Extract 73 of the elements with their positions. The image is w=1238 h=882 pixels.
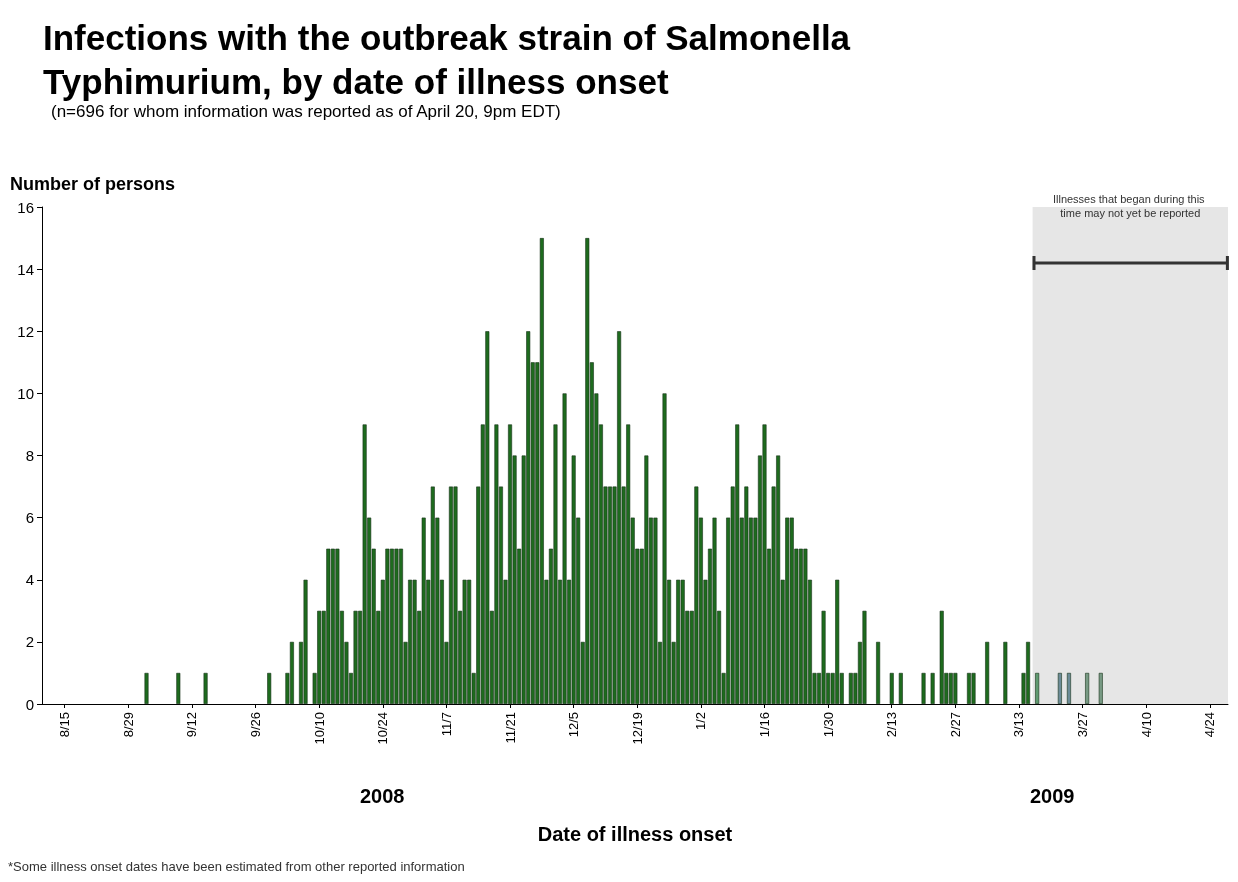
x-axis-title: Date of illness onset (537, 823, 733, 845)
x-tick-label: 3/13 (1011, 712, 1027, 738)
bar (267, 672, 272, 704)
bar (289, 641, 294, 704)
bar (921, 672, 926, 704)
y-tick-label: 6 (25, 509, 34, 527)
bar (712, 517, 717, 704)
chart-subtitle: (n=696 for whom information was reported as of April 20, 9pm EDT) (51, 102, 561, 121)
bar (662, 393, 667, 704)
y-tick-label: 16 (17, 198, 34, 216)
bar (985, 641, 990, 704)
x-tick-label: 12/19 (629, 712, 645, 745)
bar (144, 672, 149, 704)
text: 2009 (1030, 785, 1075, 807)
x-tick-label: 11/21 (502, 712, 518, 744)
x-tick-label: 1/16 (757, 712, 773, 738)
x-tick-label: 3/27 (1075, 712, 1091, 738)
bar (1035, 672, 1040, 704)
bar (421, 517, 426, 704)
bar (553, 424, 558, 704)
bar (898, 672, 903, 704)
bar (653, 517, 658, 704)
x-tick-label: 4/24 (1202, 712, 1218, 738)
band-label: Illnesses that began during this time may not yet be reported (1052, 193, 1208, 219)
x-tick-label: 4/10 (1138, 712, 1154, 738)
bar (412, 579, 417, 704)
bar (762, 424, 767, 704)
bar (494, 424, 499, 704)
bar (462, 579, 467, 704)
chart-title: Infections with the outbreak strain of Salmonella Typhimurium, by date of illness onset (43, 17, 851, 101)
bar (1057, 672, 1062, 704)
bar (353, 610, 358, 704)
bar (680, 579, 685, 704)
x-tick-label: 8/15 (57, 712, 73, 738)
bar (876, 641, 881, 704)
text: *Some illness onset dates have been estimated from other reported information (8, 859, 465, 874)
x-tick-label: 12/5 (566, 712, 582, 738)
x-tick-label: 11/7 (438, 712, 454, 737)
bar (1085, 672, 1090, 704)
bar (803, 548, 808, 704)
y-tick-label: 0 (25, 695, 34, 713)
bar (862, 610, 867, 704)
x-tick-label: 2/27 (947, 712, 963, 738)
y-tick-label: 12 (17, 322, 34, 340)
bar (930, 672, 935, 704)
bar (453, 486, 458, 704)
x-tick-label: 1/2 (693, 712, 709, 731)
x-tick-label: 1/30 (820, 712, 836, 738)
x-tick-label: 2/13 (884, 712, 900, 738)
y-tick-label: 8 (25, 447, 34, 464)
text: 2008 (360, 785, 405, 807)
bar (394, 548, 399, 704)
y-tick-label: 4 (25, 571, 34, 589)
bar (303, 579, 308, 704)
x-tick-label: 10/24 (375, 712, 391, 745)
bar (939, 610, 944, 704)
y-tick-label: 14 (17, 260, 34, 278)
x-tick-label: 9/26 (248, 712, 264, 738)
x-tick-label: 9/12 (184, 712, 200, 738)
bar (1003, 641, 1008, 704)
bar (203, 672, 208, 704)
bar (1066, 672, 1071, 704)
bar (889, 672, 894, 704)
x-tick-label: 8/29 (120, 712, 136, 738)
bar (562, 393, 567, 704)
y-tick-label: 2 (25, 633, 34, 651)
bar (971, 672, 976, 704)
bar (821, 610, 826, 704)
bar (176, 672, 181, 704)
bar (1098, 672, 1103, 704)
y-axis-title: Number of persons (10, 174, 176, 194)
y-tick-label: 10 (17, 384, 34, 402)
x-tick-label: 10/10 (311, 712, 327, 745)
